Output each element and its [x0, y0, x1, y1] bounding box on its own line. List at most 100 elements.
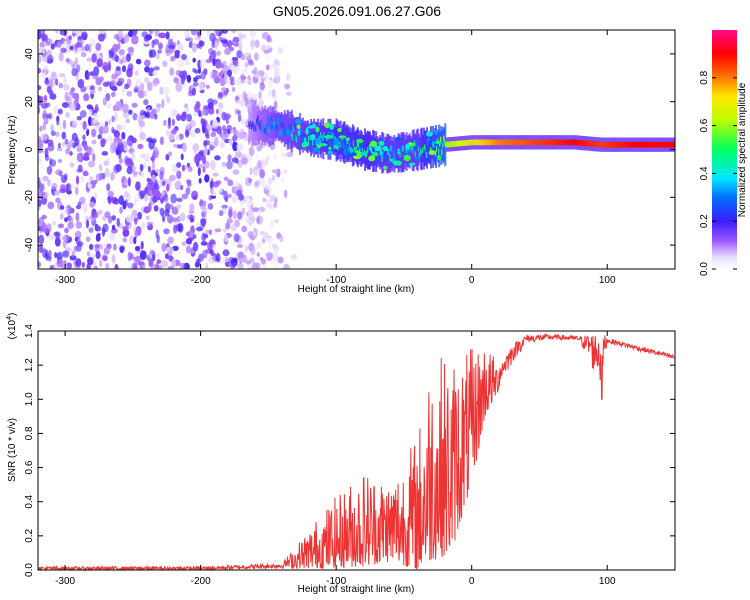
noise-cell — [160, 198, 164, 204]
noise-cell — [235, 189, 242, 197]
noise-cell — [173, 76, 180, 84]
noise-cell — [274, 75, 281, 85]
noise-cell — [224, 234, 229, 243]
noise-cell — [238, 32, 243, 42]
signal-core-cell — [461, 140, 464, 147]
noise-cell — [233, 257, 238, 263]
noise-cell — [286, 91, 292, 96]
noise-cell — [89, 71, 96, 76]
noise-cell — [172, 217, 178, 223]
noise-cell — [142, 163, 147, 169]
noise-cell — [221, 30, 229, 34]
signal-core-cell — [622, 141, 625, 148]
noise-cell — [225, 261, 231, 267]
scale-exponent: 4 — [6, 316, 13, 320]
noise-cell — [86, 57, 92, 62]
noise-cell — [250, 247, 256, 256]
noise-cell — [74, 230, 82, 239]
noise-cell — [53, 105, 59, 115]
noise-cell — [41, 32, 46, 42]
noise-cell — [277, 256, 284, 264]
noise-cell — [254, 73, 261, 79]
signal-blob — [327, 150, 333, 156]
noise-cell — [216, 50, 221, 56]
noise-cell — [38, 156, 42, 164]
signal-halo-cell — [350, 128, 353, 162]
noise-cell — [41, 30, 46, 33]
noise-cell — [237, 113, 242, 123]
noise-cell — [179, 262, 187, 269]
noise-cell — [121, 131, 126, 140]
noise-cell — [204, 146, 208, 155]
noise-cell — [273, 94, 278, 102]
noise-cell — [87, 71, 91, 81]
noise-cell — [71, 30, 79, 34]
noise-cell — [45, 102, 51, 108]
noise-cell — [284, 169, 288, 175]
signal-core-cell — [332, 133, 335, 140]
noise-cell — [225, 222, 231, 230]
noise-cell — [95, 251, 101, 259]
noise-cell — [131, 102, 138, 108]
signal-blob — [305, 128, 309, 135]
noise-cell — [107, 215, 113, 224]
y-tick-label: 1.2 — [24, 358, 35, 372]
noise-cell — [119, 206, 123, 214]
signal-halo-cell — [276, 113, 279, 139]
signal-core-cell — [394, 156, 397, 163]
noise-cell — [226, 160, 233, 170]
noise-cell — [248, 178, 252, 184]
signal-blob — [395, 136, 401, 141]
noise-cell — [257, 159, 262, 169]
noise-cell — [229, 179, 234, 186]
noise-cell — [60, 174, 67, 184]
noise-cell — [82, 134, 86, 141]
signal-core-cell — [511, 139, 514, 146]
noise-cell — [240, 75, 247, 80]
signal-blob — [324, 135, 333, 139]
noise-cell — [220, 141, 225, 149]
noise-cell — [117, 138, 123, 146]
signal-core-cell — [579, 140, 582, 146]
noise-cell — [126, 166, 133, 175]
noise-cell — [236, 143, 243, 151]
noise-cell — [273, 100, 278, 110]
noise-cell — [147, 81, 153, 92]
noise-cell — [244, 245, 249, 253]
noise-cell — [229, 46, 234, 52]
noise-cell — [89, 243, 94, 251]
noise-cell — [88, 227, 94, 234]
noise-cell — [89, 89, 97, 95]
noise-cell — [41, 214, 47, 220]
signal-core-cell — [670, 141, 673, 148]
noise-cell — [100, 138, 106, 148]
noise-cell — [98, 209, 104, 215]
noise-cell — [64, 138, 69, 145]
signal-blob — [324, 122, 331, 129]
noise-cell — [232, 59, 236, 66]
noise-cell — [122, 225, 129, 231]
noise-cell — [137, 211, 143, 220]
noise-cell — [267, 177, 273, 184]
noise-cell — [134, 70, 139, 77]
noise-cell — [45, 38, 53, 46]
noise-cell — [151, 161, 156, 171]
noise-cell — [95, 233, 100, 242]
noise-cell — [83, 143, 88, 152]
noise-cell — [43, 118, 49, 124]
noise-cell — [202, 154, 206, 165]
noise-cell — [185, 245, 191, 254]
noise-cell — [215, 30, 220, 36]
noise-cell — [241, 118, 246, 126]
noise-cell — [77, 78, 85, 89]
snr-frame — [37, 330, 676, 571]
spectrogram-x-ticks: -300 -200 -100 0 100 — [55, 30, 616, 286]
noise-cell — [102, 223, 109, 233]
noise-cell — [135, 78, 142, 87]
noise-cell — [262, 197, 267, 203]
noise-cell — [106, 167, 110, 178]
noise-cell — [196, 31, 201, 36]
noise-cell — [221, 133, 227, 141]
noise-cell — [99, 164, 103, 172]
noise-cell — [177, 222, 184, 233]
